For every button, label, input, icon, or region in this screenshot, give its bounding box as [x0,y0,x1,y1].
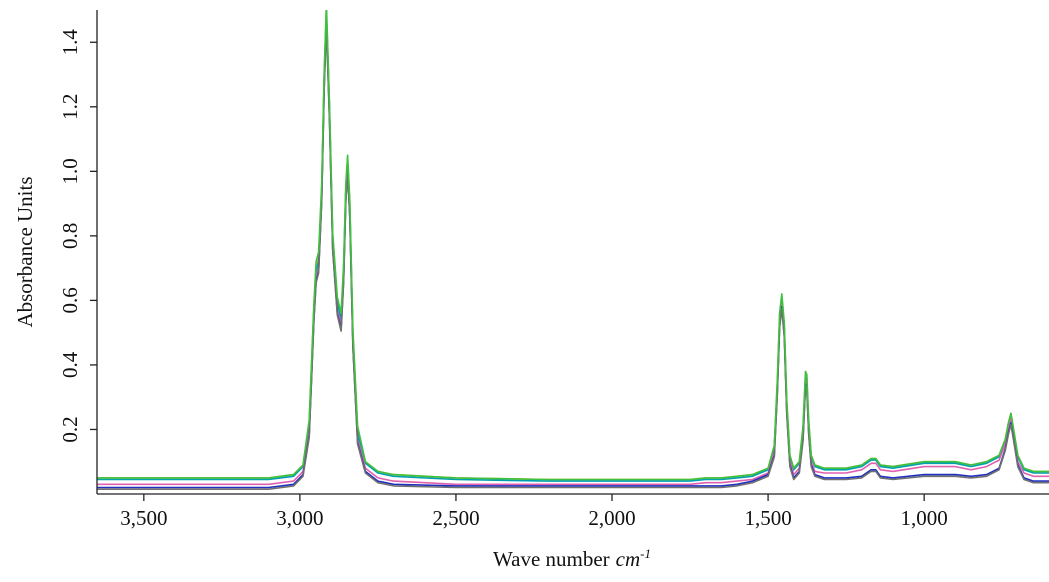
x-axis-title: Wave number cm-1 [493,546,651,571]
y-tick-label: 0.4 [58,351,82,378]
y-tick-label: 1.0 [58,158,82,184]
spectrum-line-2 [97,12,1049,482]
x-axis-ticks: 3,500 3,000 2,500 2,000 1,500 1,000 [120,494,948,530]
spectrum-line-3 [97,18,1049,486]
y-axis-title: Absorbance Units [13,176,37,327]
y-tick-label: 0.8 [58,223,82,249]
x-tick-label: 1,000 [901,506,948,530]
y-tick-label: 1.4 [58,29,82,56]
y-tick-label: 0.2 [58,416,82,442]
x-axis-title-unit: cm [616,547,641,571]
x-tick-label: 2,000 [588,506,635,530]
spectrum-line-1 [97,10,1049,481]
x-tick-label: 2,500 [432,506,479,530]
x-tick-label: 3,500 [120,506,167,530]
y-axis-ticks: 0.2 0.4 0.6 0.8 1.0 1.2 1.4 [58,29,97,443]
y-tick-label: 0.6 [58,287,82,313]
series-layer [97,10,1049,491]
spectrum-line-6 [97,10,1049,481]
x-axis-title-unit-exp: -1 [640,546,651,561]
x-tick-label: 3,000 [276,506,323,530]
spectrum-line-4 [97,22,1049,489]
spectrum-line-5 [97,23,1049,491]
y-tick-label: 1.2 [58,94,82,120]
x-axis-title-text: Wave number [493,547,610,571]
x-tick-label: 1,500 [744,506,791,530]
